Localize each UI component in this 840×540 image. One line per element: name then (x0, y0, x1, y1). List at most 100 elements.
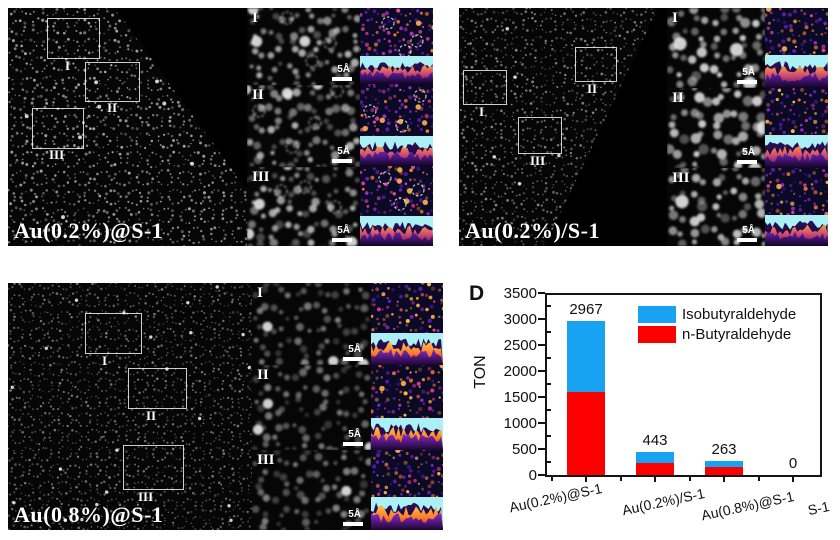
intensity-map-iii-au-0-2-s-1 (765, 168, 828, 215)
y-axis-title: TON (472, 355, 489, 389)
intensity-profile-iii-au-0-2-s-1 (360, 216, 433, 246)
y-minor-tick (547, 461, 551, 463)
roi-box-region-iii (123, 445, 184, 490)
bar-au-0-8-s-1-isobutyraldehyde (705, 461, 743, 468)
intensity-map-i-au-0-2-s-1 (765, 8, 828, 55)
scale-bar-label: 5Å (348, 509, 361, 520)
y-major-tick (538, 370, 545, 372)
x-minor-tick (550, 477, 553, 481)
stem-image-au-0-8-s-1 (8, 283, 252, 530)
legend-swatch-isobutyraldehyde (638, 306, 676, 323)
x-tick-label-au-0-2-s-1: Au(0.2%)@S-1 (507, 480, 604, 516)
scale-bar-label: 5Å (742, 225, 755, 236)
roi-box-region-i (47, 18, 100, 59)
region-numeral: II (252, 87, 264, 103)
y-tick-label: 0 (528, 467, 537, 484)
y-tick-label: 1500 (503, 389, 537, 406)
y-major-tick (538, 448, 545, 450)
x-tick-label-au-0-8-s-1: Au(0.8%)@S-1 (699, 488, 796, 524)
intensity-map-ii-au-0-2-s-1 (765, 88, 828, 135)
intensity-map-i-au-0-2-s-1 (360, 8, 433, 56)
intensity-profile-ii-au-0-2-s-1 (360, 136, 433, 167)
scale-bar (343, 442, 363, 446)
intensity-map-i-au-0-8-s-1 (371, 283, 443, 333)
roi-box-region-ii (85, 62, 140, 102)
scale-bar (737, 238, 757, 242)
magnified-region-ii-au-0-2-s-1: II 5Å (247, 85, 360, 167)
x-minor-tick (688, 477, 691, 481)
bar-total-label: 0 (788, 455, 798, 472)
intensity-profile-ii-au-0-2-s-1 (765, 135, 828, 169)
region-numeral: I (257, 285, 263, 301)
scale-bar (737, 160, 757, 164)
region-numeral: II (257, 367, 269, 383)
bar-total-label: 2967 (569, 300, 603, 318)
y-minor-tick (547, 357, 551, 359)
x-minor-tick (619, 477, 622, 481)
y-minor-tick (547, 305, 551, 307)
roi-label: II (107, 100, 118, 115)
roi-box-region-i (85, 313, 142, 354)
region-numeral: III (252, 169, 270, 185)
roi-box-region-iii (32, 108, 84, 149)
roi-label: I (102, 353, 108, 368)
roi-label: II (146, 408, 157, 423)
y-tick-label: 3500 (503, 285, 537, 302)
intensity-profile-i-au-0-2-s-1 (765, 55, 828, 89)
magnified-region-i-au-0-8-s-1: I 5Å (252, 283, 371, 365)
stem-image-au-0-2-s-1 (8, 8, 247, 246)
region-numeral: I (252, 10, 258, 26)
x-major-tick (792, 477, 794, 482)
x-minor-tick (757, 477, 760, 481)
region-numeral: III (672, 170, 690, 186)
legend-swatch-n-butyraldehyde (638, 326, 676, 343)
bar-au-0-2-s-1-isobutyraldehyde (636, 451, 674, 464)
magnified-region-i-au-0-2-s-1: I 5Å (247, 8, 360, 85)
y-tick-label: 2000 (503, 363, 537, 380)
roi-box-region-iii (518, 117, 562, 154)
magnified-region-iii-au-0-2-s-1: III 5Å (667, 168, 765, 246)
y-tick-label: 3000 (503, 311, 537, 328)
y-major-tick (538, 474, 545, 476)
scale-bar-label: 5Å (742, 67, 755, 78)
magnified-region-ii-au-0-2-s-1: II 5Å (667, 88, 765, 168)
y-major-tick (538, 292, 545, 294)
magnified-region-i-au-0-2-s-1: I 5Å (667, 8, 765, 88)
roi-label: III (138, 489, 154, 504)
bar-au-0-2-s-1-n-butyraldehyde (636, 463, 674, 475)
roi-label: I (65, 58, 71, 73)
bar-au-0-2-s-1-isobutyraldehyde (567, 320, 605, 392)
sample-label: Au(0.8%)@S-1 (14, 502, 164, 527)
x-tick-label-au-0-2-s-1: Au(0.2%)/S-1 (620, 485, 707, 519)
roi-box-region-ii (128, 368, 187, 409)
scale-bar (332, 159, 352, 163)
intensity-profile-i-au-0-8-s-1 (371, 333, 443, 366)
intensity-profile-ii-au-0-8-s-1 (371, 418, 443, 451)
panel-letter: D (469, 282, 485, 305)
roi-label: III (530, 153, 546, 168)
y-tick-label: 500 (511, 441, 537, 458)
roi-box-region-ii (575, 47, 617, 82)
scale-bar-label: 5Å (337, 64, 350, 75)
scale-bar-label: 5Å (348, 429, 361, 440)
intensity-profile-i-au-0-2-s-1 (360, 56, 433, 85)
roi-label: I (479, 104, 485, 119)
panel-d-ton-chart: D TON 0 500 1000 1500 2000 2500 3000 3500 2967 44… (455, 275, 840, 537)
legend-label-isobutyraldehyde: Isobutyraldehyde (682, 306, 797, 323)
y-minor-tick (547, 383, 551, 385)
roi-box-region-i (463, 70, 507, 105)
scale-bar-label: 5Å (348, 344, 361, 355)
magnified-region-iii-au-0-2-s-1: III 5Å (247, 167, 360, 246)
scale-bar (737, 80, 757, 84)
region-numeral: I (672, 10, 678, 26)
y-major-tick (538, 318, 545, 320)
bar-au-0-2-s-1-n-butyraldehyde (567, 391, 605, 475)
bar-total-label: 443 (642, 431, 668, 449)
magnified-region-iii-au-0-8-s-1: III 5Å (252, 450, 371, 530)
x-major-tick (723, 477, 725, 482)
scale-bar (343, 357, 363, 361)
stem-image-au-0-2-s-1 (459, 8, 667, 246)
intensity-map-iii-au-0-8-s-1 (371, 450, 443, 497)
x-tick-label-s-1: S-1 (806, 498, 832, 519)
